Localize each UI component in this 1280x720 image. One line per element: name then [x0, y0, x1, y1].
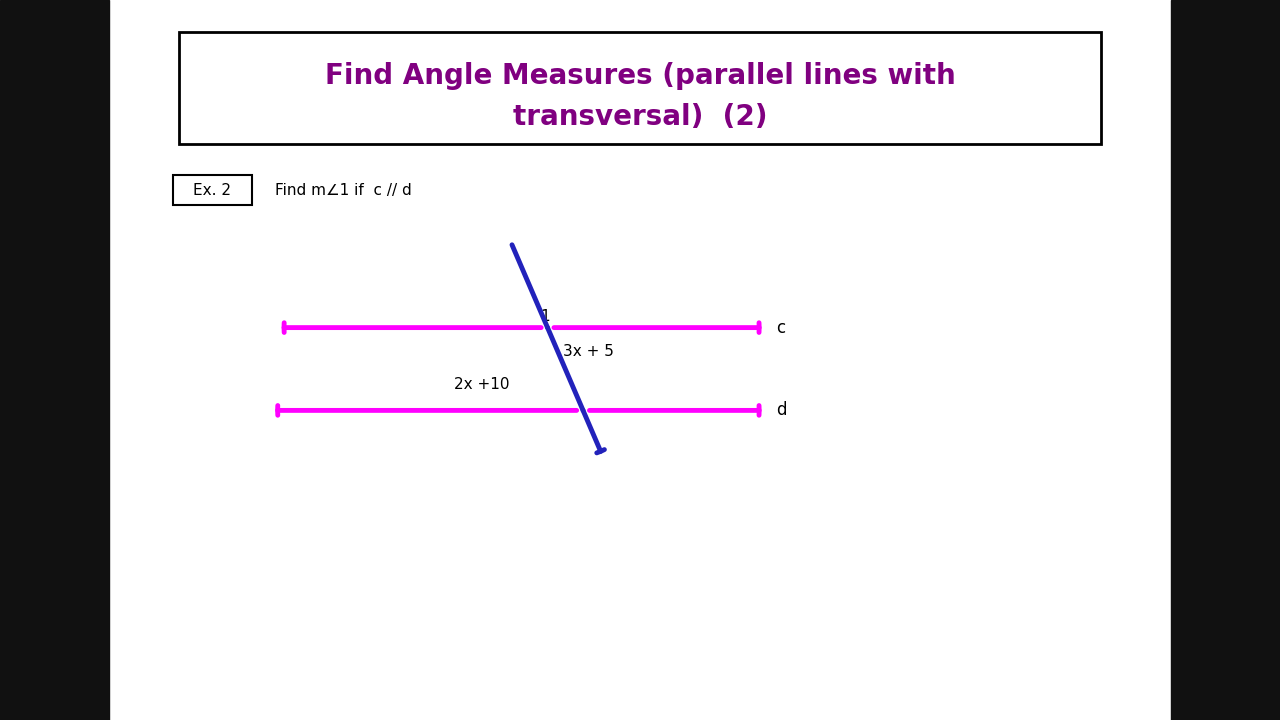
- Text: Find m∠1 if  c // d: Find m∠1 if c // d: [275, 183, 412, 197]
- Text: Ex. 2: Ex. 2: [193, 183, 232, 197]
- Text: d: d: [776, 402, 786, 419]
- FancyBboxPatch shape: [173, 175, 252, 205]
- Text: Find Angle Measures (parallel lines with: Find Angle Measures (parallel lines with: [325, 62, 955, 89]
- Text: transversal)  (2): transversal) (2): [513, 103, 767, 130]
- Text: 2x +10: 2x +10: [454, 377, 509, 392]
- Text: c: c: [776, 318, 785, 337]
- Text: 1: 1: [540, 309, 550, 324]
- FancyBboxPatch shape: [179, 32, 1101, 144]
- Text: 3x + 5: 3x + 5: [563, 344, 614, 359]
